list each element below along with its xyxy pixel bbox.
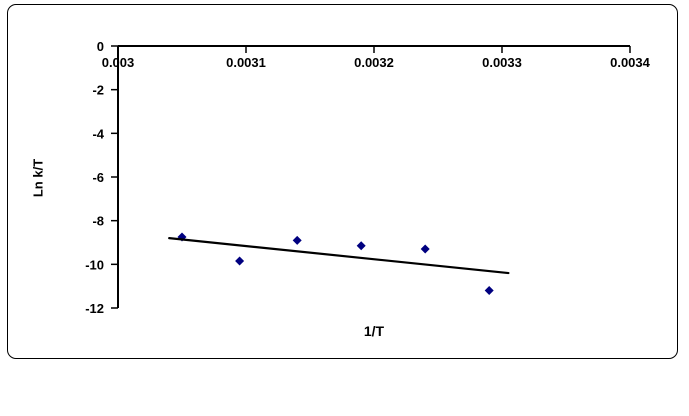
y-tick-label: -2	[92, 83, 104, 98]
x-tick-label: 0.0034	[610, 55, 651, 70]
x-axis-title: 1/T	[363, 323, 385, 339]
x-tick-label: 0.0031	[226, 55, 266, 70]
data-point-marker	[356, 241, 366, 251]
y-tick-label: 0	[97, 39, 104, 54]
x-tick-label: 0.003	[102, 55, 135, 70]
data-point-marker	[420, 244, 430, 254]
y-tick-label: -6	[92, 170, 104, 185]
y-tick-label: -12	[85, 301, 104, 316]
data-point-marker	[235, 256, 245, 266]
x-tick-label: 0.0033	[482, 55, 522, 70]
x-tick-label: 0.0032	[354, 55, 394, 70]
data-point-marker	[484, 286, 494, 296]
trendline	[168, 237, 510, 275]
data-point-marker	[292, 235, 302, 245]
y-tick-label: -4	[92, 126, 104, 141]
y-tick-label: -10	[85, 257, 104, 272]
y-axis-title: Ln k/T	[30, 158, 46, 198]
y-tick-label: -8	[92, 214, 104, 229]
